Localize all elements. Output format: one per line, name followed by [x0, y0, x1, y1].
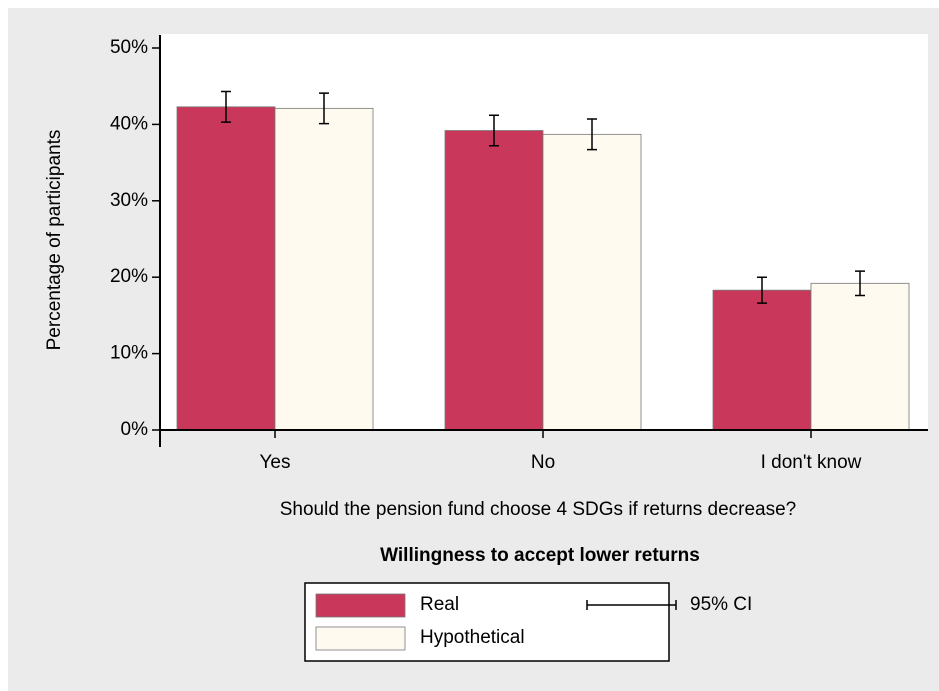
- error-bar: [221, 90, 231, 123]
- bar: [542, 133, 642, 431]
- bar: [176, 106, 276, 431]
- y-tick-label: 50%: [110, 37, 148, 58]
- legend-swatch: [315, 626, 406, 651]
- y-tick-label: 40%: [110, 113, 148, 134]
- x-axis-label: Should the pension fund choose 4 SDGs if…: [280, 499, 797, 520]
- y-tick-label: 20%: [110, 266, 148, 287]
- bar: [274, 107, 374, 431]
- x-tick-label: Yes: [260, 452, 291, 473]
- y-tick-label: 10%: [110, 343, 148, 364]
- error-bar: [855, 270, 865, 297]
- x-tick-label: I don't know: [761, 452, 862, 473]
- bar: [444, 130, 544, 431]
- legend-title: Willingness to accept lower returns: [380, 545, 700, 566]
- error-bar: [489, 114, 499, 147]
- bar: [712, 289, 812, 431]
- x-tick-label: No: [531, 452, 555, 473]
- legend-swatch: [315, 593, 406, 618]
- legend-label: Real: [420, 594, 459, 615]
- error-bar: [757, 276, 767, 304]
- y-axis-label: Percentage of participants: [44, 130, 65, 351]
- bar: [810, 282, 910, 431]
- legend-label: Hypothetical: [420, 627, 525, 648]
- y-tick-label: 30%: [110, 190, 148, 211]
- y-tick-label: 0%: [121, 419, 149, 440]
- error-bar: [319, 92, 329, 125]
- error-bar: [587, 118, 597, 151]
- ci-symbol: [586, 600, 677, 610]
- ci-label: 95% CI: [690, 594, 752, 615]
